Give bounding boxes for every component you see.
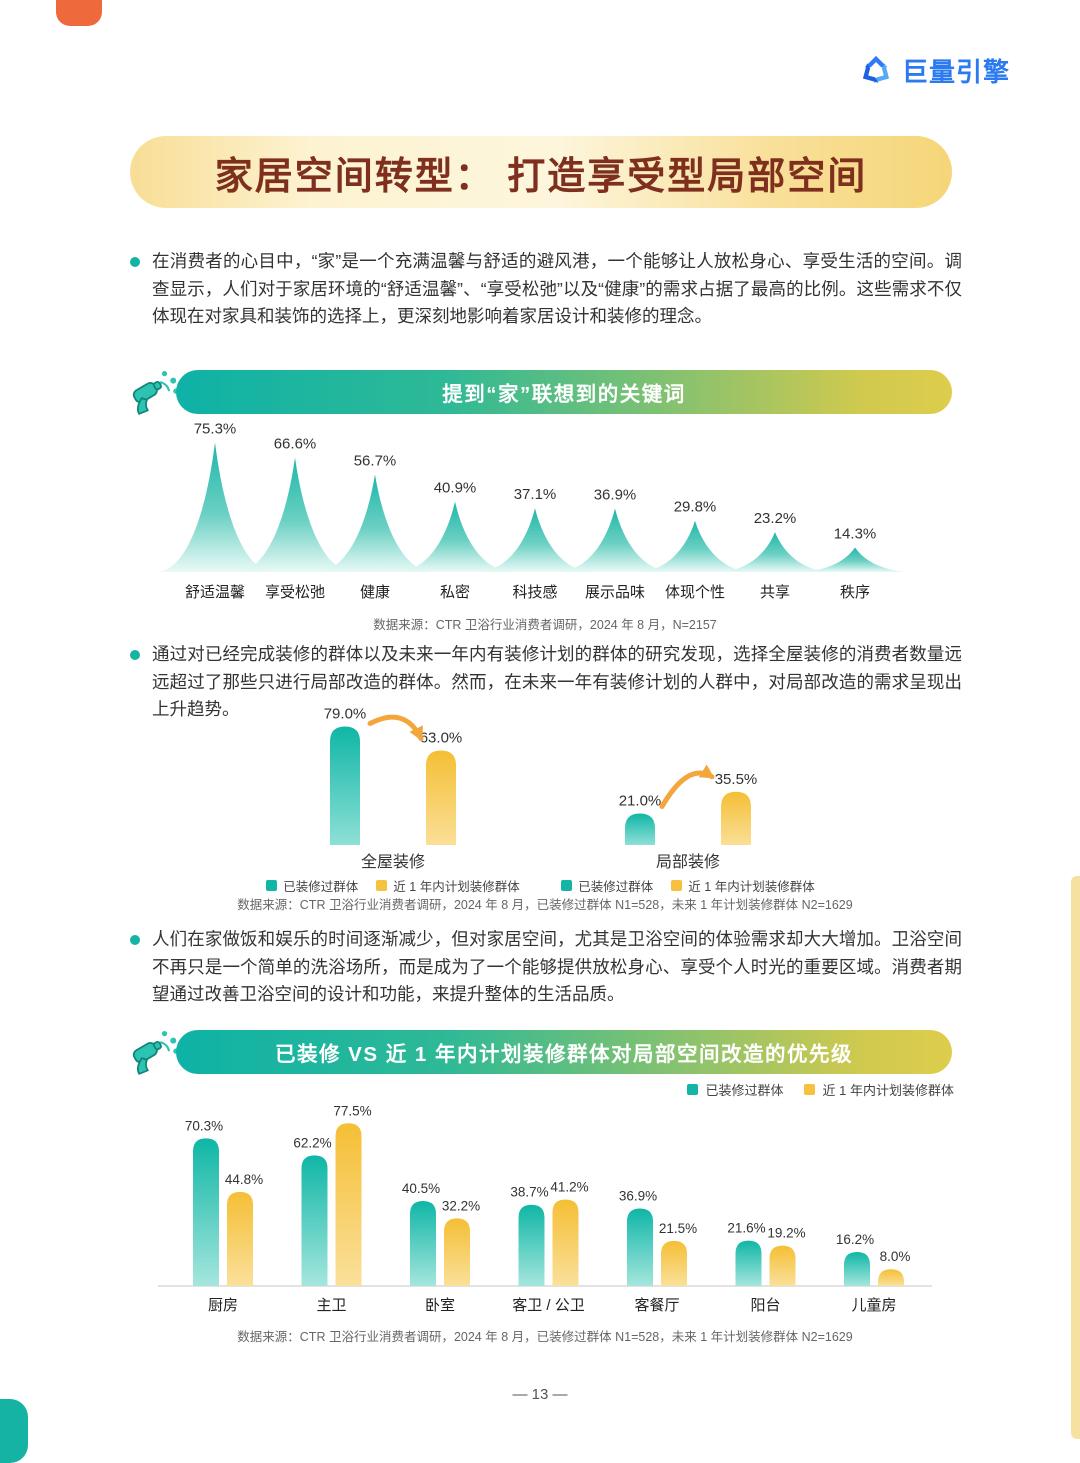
oceanengine-logo-icon <box>862 55 890 83</box>
room-priority-grouped-bar-chart: 70.3% 44.8% 厨房 62.2% 77.5% 主卫 40.5%32.2% 卧室 38.7… <box>158 1103 932 1314</box>
page-title: 家居空间转型： 打造享受型局部空间 <box>214 155 868 198</box>
legend-label-renovated: 已装修过群体 <box>283 880 359 894</box>
svg-text:79.0%: 79.0% <box>324 706 367 723</box>
svg-text:75.3%: 75.3% <box>194 420 237 437</box>
paragraph-1-text: 在消费者的心目中，“家”是一个充满温馨与舒适的避风港，一个能够让人放松身心、享受… <box>152 251 962 326</box>
paragraph-3: 人们在家做饭和娱乐的时间逐渐减少，但对家居空间，尤其是卫浴空间的体验需求却大大增… <box>130 926 962 1009</box>
svg-text:主卫: 主卫 <box>316 1297 346 1314</box>
legend-swatch-renovated <box>266 880 278 891</box>
svg-text:阳台: 阳台 <box>750 1297 780 1314</box>
chart3-legend: 已装修过群体 近 1 年内计划装修群体 <box>686 1080 954 1099</box>
svg-text:62.2%: 62.2% <box>293 1135 331 1150</box>
chart3-header: 已装修 VS 近 1 年内计划装修群体对局部空间改造的优先级 <box>126 1024 952 1080</box>
page-number: — 13 — <box>512 1386 568 1403</box>
chart1-header: 提到“家”联想到的关键词 <box>126 364 952 420</box>
chart3-source: 数据来源：CTR 卫浴行业消费者调研，2024 年 8 月，已装修过群体 N1=… <box>237 1330 853 1344</box>
svg-text:63.0%: 63.0% <box>420 730 463 747</box>
legend-swatch-planning <box>376 880 388 891</box>
svg-text:健康: 健康 <box>360 584 390 601</box>
spray-gun-icon <box>126 1024 182 1080</box>
paragraph-2: 通过对已经完成装修的群体以及未来一年内有装修计划的群体的研究发现，选择全屋装修的… <box>130 641 962 724</box>
brand-logo: 巨量引擎 <box>859 52 1010 89</box>
chart2-legend-right: 已装修过群体 近 1 年内计划装修群体 <box>538 876 838 895</box>
svg-text:35.5%: 35.5% <box>715 771 758 788</box>
svg-text:70.3%: 70.3% <box>185 1118 223 1133</box>
svg-text:21.5%: 21.5% <box>659 1221 697 1236</box>
svg-text:40.5%: 40.5% <box>402 1181 440 1196</box>
legend-label-planning: 近 1 年内计划装修群体 <box>822 1083 954 1098</box>
corner-decoration-teal <box>0 1399 28 1463</box>
svg-text:56.7%: 56.7% <box>354 452 397 469</box>
chart2-legend-left: 已装修过群体 近 1 年内计划装修群体 <box>243 876 543 895</box>
svg-text:厨房: 厨房 <box>208 1297 238 1314</box>
svg-text:40.9%: 40.9% <box>434 480 477 497</box>
chart1-source: 数据来源：CTR 卫浴行业消费者调研，2024 年 8 月，N=2157 <box>373 618 717 632</box>
svg-text:21.0%: 21.0% <box>619 793 662 810</box>
bullet-dot <box>130 650 140 660</box>
paragraph-2-text: 通过对已经完成装修的群体以及未来一年内有装修计划的群体的研究发现，选择全屋装修的… <box>152 644 962 719</box>
edge-decoration-yellow <box>1071 876 1080 1439</box>
svg-text:展示品味: 展示品味 <box>585 584 645 601</box>
legend-swatch-renovated <box>561 880 573 891</box>
legend-label-planning: 近 1 年内计划装修群体 <box>393 880 520 894</box>
svg-text:8.0%: 8.0% <box>880 1249 911 1264</box>
svg-text:41.2%: 41.2% <box>550 1179 588 1194</box>
svg-text:客餐厅: 客餐厅 <box>634 1297 679 1314</box>
bullet-dot <box>130 257 140 267</box>
bullet-dot <box>130 935 140 945</box>
svg-text:32.2%: 32.2% <box>442 1198 480 1213</box>
home-keywords-peak-chart: 75.3% 舒适温馨 66.6% 享受松弛 56.7% 健康 40.9% 私密 37.1% 科技感… <box>159 420 911 601</box>
brand-name: 巨量引擎 <box>901 57 1010 87</box>
spray-gun-icon <box>126 364 182 420</box>
svg-text:14.3%: 14.3% <box>834 525 877 542</box>
svg-text:36.9%: 36.9% <box>594 487 637 504</box>
legend-label-renovated: 已装修过群体 <box>705 1083 784 1098</box>
svg-text:客卫 / 公卫: 客卫 / 公卫 <box>512 1297 585 1314</box>
renovation-scope-bar-chart: 79.0% 63.0% 全屋装修 21.0% 35.5% 局部装修 <box>324 706 758 872</box>
corner-decoration-orange <box>56 0 102 26</box>
svg-text:舒适温馨: 舒适温馨 <box>185 584 245 601</box>
chart2-source: 数据来源：CTR 卫浴行业消费者调研，2024 年 8 月，已装修过群体 N1=… <box>237 898 853 912</box>
chart1-title-banner: 提到“家”联想到的关键词 <box>176 370 952 414</box>
svg-text:体现个性: 体现个性 <box>665 584 725 601</box>
svg-text:44.8%: 44.8% <box>225 1172 263 1187</box>
chart3-title-banner: 已装修 VS 近 1 年内计划装修群体对局部空间改造的优先级 <box>176 1030 952 1074</box>
legend-label-planning: 近 1 年内计划装修群体 <box>688 880 815 894</box>
svg-text:29.8%: 29.8% <box>674 499 717 516</box>
svg-text:共享: 共享 <box>760 584 790 601</box>
svg-text:秩序: 秩序 <box>840 584 870 601</box>
svg-text:全屋装修: 全屋装修 <box>361 853 425 871</box>
legend-swatch-planning <box>803 1084 815 1095</box>
svg-text:77.5%: 77.5% <box>333 1103 371 1118</box>
paragraph-3-text: 人们在家做饭和娱乐的时间逐渐减少，但对家居空间，尤其是卫浴空间的体验需求却大大增… <box>152 929 962 1004</box>
chart3-title: 已装修 VS 近 1 年内计划装修群体对局部空间改造的优先级 <box>274 1043 854 1066</box>
svg-text:16.2%: 16.2% <box>836 1232 874 1247</box>
svg-text:38.7%: 38.7% <box>510 1185 548 1200</box>
svg-text:66.6%: 66.6% <box>274 435 317 452</box>
paragraph-1: 在消费者的心目中，“家”是一个充满温馨与舒适的避风港，一个能够让人放松身心、享受… <box>130 248 962 331</box>
svg-text:享受松弛: 享受松弛 <box>265 584 325 601</box>
svg-text:私密: 私密 <box>440 584 470 601</box>
svg-text:19.2%: 19.2% <box>767 1226 805 1241</box>
legend-swatch-renovated <box>686 1084 698 1095</box>
svg-text:卧室: 卧室 <box>425 1297 455 1314</box>
legend-label-renovated: 已装修过群体 <box>578 880 654 894</box>
svg-text:儿童房: 儿童房 <box>851 1296 896 1314</box>
legend-swatch-planning <box>671 880 683 891</box>
svg-text:23.2%: 23.2% <box>754 510 797 527</box>
svg-text:36.9%: 36.9% <box>619 1189 657 1204</box>
svg-text:21.6%: 21.6% <box>727 1221 765 1236</box>
chart1-title: 提到“家”联想到的关键词 <box>442 383 686 406</box>
page-title-banner: 家居空间转型： 打造享受型局部空间 <box>130 136 952 208</box>
svg-text:37.1%: 37.1% <box>514 486 557 503</box>
svg-text:局部装修: 局部装修 <box>656 853 720 871</box>
svg-text:科技感: 科技感 <box>512 584 557 601</box>
